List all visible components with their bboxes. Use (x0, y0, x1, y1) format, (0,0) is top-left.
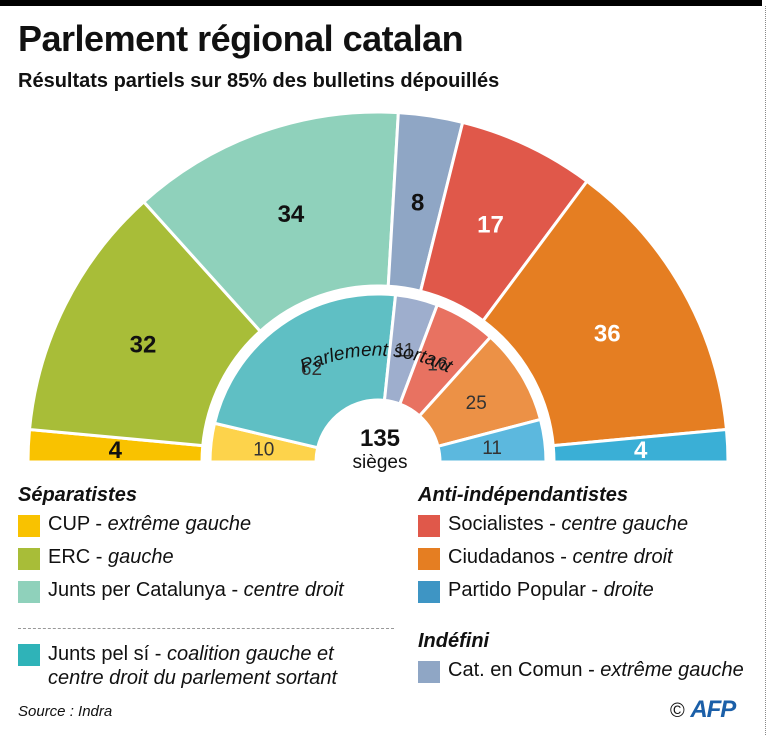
afp-logo: © AFP (670, 696, 736, 724)
legend-label: Junts pel sí (48, 643, 150, 665)
legend-swatch (18, 548, 40, 570)
seat-label-inner-junts-pel-s-: 62 (301, 359, 322, 380)
seat-segment-outer-erc (27, 199, 263, 448)
copyright-symbol: © (670, 700, 685, 722)
seat-label-inner-cat-en-comun: 11 (395, 341, 415, 362)
legend-label: Socialistes (448, 513, 544, 535)
legend-desc: extrême gauche (107, 513, 252, 535)
legend-swatch (418, 661, 440, 683)
chart-title: Parlement régional catalan (18, 18, 464, 59)
inner-ring: 10 62 11 16 25 11 (208, 292, 548, 464)
legend-desc: centre droit (243, 579, 344, 601)
legend-indefini: Indéfini Cat. en Comun - extrême gauche (418, 630, 744, 692)
legend-label: Ciudadanos (448, 546, 555, 568)
legend-label: Partido Popular (448, 579, 586, 601)
legend-separatistes: Séparatistes CUP - extrême gauche ERC - … (18, 484, 344, 612)
legend-heading: Séparatistes (18, 484, 137, 506)
seat-label-inner-cup: 10 (253, 439, 274, 460)
seat-segment-outer-partido-popular (551, 427, 730, 464)
legend-item-junts-per-catalunya: Junts per Catalunya - centre droit (18, 579, 344, 612)
seat-segment-inner-partido-popular (436, 417, 548, 464)
legend-coalition: Junts pel sí - coalition gauche et centr… (18, 642, 337, 690)
outer-ring: 4 32 34 8 17 36 4 (26, 110, 730, 464)
seat-label-inner-socialistes: 16 (427, 354, 448, 375)
legend-desc: centre gauche (561, 513, 689, 535)
legend-desc: centre droit (572, 546, 673, 568)
legend-label: CUP (48, 513, 90, 535)
legend-swatch (18, 581, 40, 603)
legend-desc: centre droit du parlement sortant (48, 667, 338, 689)
legend-desc: extrême gauche (600, 659, 744, 681)
legend-divider (18, 628, 394, 629)
legend-item-socialistes: Socialistes - centre gauche (418, 513, 688, 546)
seat-label-outer-partido-popular: 4 (634, 437, 648, 464)
legend-desc: gauche (108, 546, 174, 568)
seat-label-outer-cup: 4 (109, 437, 123, 464)
legend-desc: droite (603, 579, 654, 601)
legend-item-ciudadanos: Ciudadanos - centre droit (418, 546, 688, 579)
legend-item-partido-popular: Partido Popular - droite (418, 579, 688, 612)
seat-segment-outer-junts-per-catalunya (141, 110, 400, 334)
legend-item-cup: CUP - extrême gauche (18, 513, 344, 546)
legend-swatch (18, 644, 40, 666)
top-bar (0, 0, 762, 6)
legend-desc: coalition gauche et (166, 643, 334, 665)
legend-item-cat-en-comun: Cat. en Comun - extrême gauche (418, 659, 744, 692)
legend-label: Cat. en Comun (448, 659, 583, 681)
legend-heading: Anti-indépendantistes (418, 484, 629, 506)
legend-swatch (418, 515, 440, 537)
right-border (764, 6, 766, 735)
seat-label-inner-ciudadanos: 25 (466, 393, 487, 414)
legend-swatch (418, 548, 440, 570)
total-seats-unit: sièges (353, 452, 408, 473)
seat-label-outer-socialistes: 17 (477, 212, 504, 239)
chart-subtitle: Résultats partiels sur 85% des bulletins… (18, 70, 500, 92)
seat-label-outer-ciudadanos: 36 (594, 321, 621, 348)
source-note: Source : Indra (18, 703, 113, 720)
legend-heading: Indéfini (418, 630, 490, 652)
seat-label-inner-partido-popular: 11 (482, 438, 502, 459)
seat-label-outer-junts-per-catalunya: 34 (278, 201, 305, 228)
seat-segment-outer-ciudadanos (481, 179, 729, 448)
seat-segment-inner-junts-pel-s- (212, 292, 398, 450)
legend-label: Junts per Catalunya (48, 579, 226, 601)
seat-label-outer-erc: 32 (130, 331, 157, 358)
seat-label-outer-cat-en-comun: 8 (411, 189, 424, 216)
total-seats-value: 135 (360, 425, 400, 452)
agency-name: AFP (690, 696, 736, 723)
legend-swatch (18, 515, 40, 537)
legend-anti-independantistes: Anti-indépendantistes Socialistes - cent… (418, 484, 688, 612)
legend-label: ERC (48, 546, 91, 568)
legend-swatch (418, 581, 440, 603)
legend-item-erc: ERC - gauche (18, 546, 344, 579)
